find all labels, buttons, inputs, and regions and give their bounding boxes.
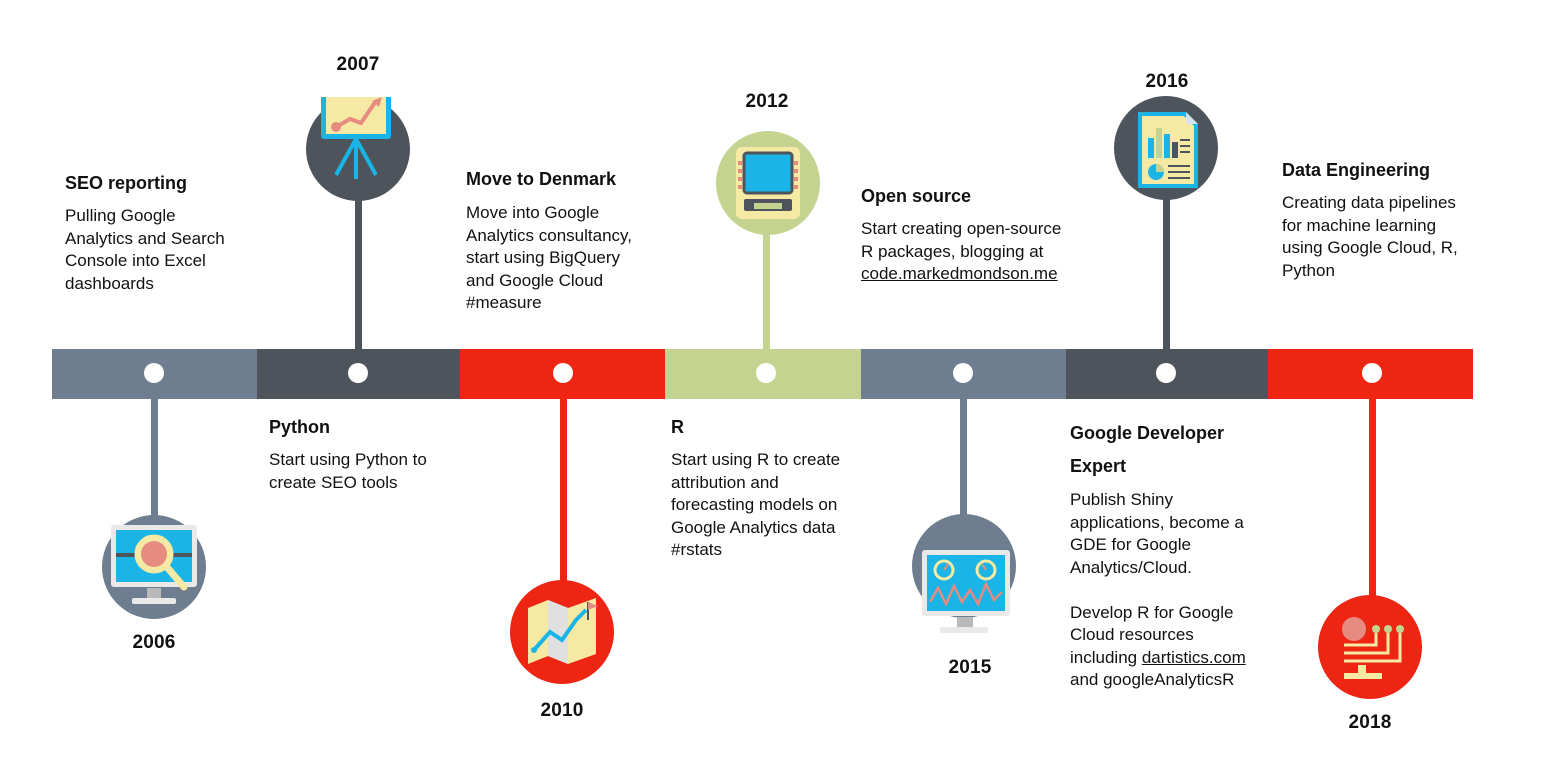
timeline-node-2016 (1156, 363, 1176, 383)
dashboard-monitor-icon (912, 514, 1016, 618)
timeline-node-2010 (553, 363, 573, 383)
year-label-2015: 2015 (948, 657, 992, 678)
year-label-2006: 2006 (132, 632, 176, 653)
milestone-desc-2007: Start using Python to create SEO tools (269, 450, 427, 492)
milestone-desc-2018: Creating data pipelines for machine lear… (1282, 193, 1458, 280)
year-label-2007: 2007 (336, 54, 380, 75)
timeline-node-2007 (348, 363, 368, 383)
year-label-2012: 2012 (745, 91, 789, 112)
milestone-desc-text: Start creating open-source R packages, b… (861, 219, 1062, 261)
milestone-title-2010: Move to Denmark (466, 169, 617, 189)
monitor-magnifier-icon (102, 515, 206, 619)
milestone-title-2007: Python (269, 417, 330, 437)
milestone-desc-text: and googleAnalyticsR (1070, 670, 1235, 689)
milestone-desc-text: Publish Shiny applications, become a GDE… (1070, 490, 1244, 667)
milestone-title-2018: Data Engineering (1282, 160, 1431, 180)
blog-link[interactable]: code.markedmondson.me (861, 264, 1058, 283)
connector-2006 (151, 398, 158, 518)
timeline-node-2012 (756, 363, 776, 383)
connector-2015 (960, 398, 967, 518)
milestone-desc-2012: Start using R to create attribution and … (671, 450, 841, 559)
year-label-2016: 2016 (1145, 71, 1189, 92)
connector-2007 (355, 190, 362, 350)
report-document-icon (1114, 96, 1218, 200)
connector-2010 (560, 398, 567, 584)
dartistics-link[interactable]: dartistics.com (1141, 647, 1246, 667)
milestone-desc-2010: Move into Google Analytics consultancy, … (466, 203, 632, 312)
year-label-2018: 2018 (1348, 712, 1392, 733)
monitor-stand (957, 617, 973, 627)
year-label-2010: 2010 (540, 700, 584, 721)
connector-2016 (1163, 195, 1170, 350)
connector-2012 (763, 228, 770, 350)
milestone-title-2012: R (671, 417, 684, 437)
milestone-title-2015: Open source (861, 186, 972, 206)
milestone-desc-2016: Publish Shiny applications, become a GDE… (1070, 489, 1246, 692)
atm-icon (716, 131, 820, 235)
milestone-desc-2006: Pulling Google Analytics and Search Cons… (65, 206, 225, 293)
presentation-chart-icon (306, 97, 410, 201)
milestone-title-2016: Google Developer Expert (1070, 423, 1225, 476)
timeline-node-2006 (144, 363, 164, 383)
milestone-desc-2015: Start creating open-source R packages, b… (861, 218, 1061, 286)
timeline-node-2015 (953, 363, 973, 383)
data-pipeline-icon (1318, 595, 1422, 699)
milestone-title-2006: SEO reporting (65, 173, 188, 193)
map-icon (510, 580, 614, 684)
connector-2018 (1369, 398, 1376, 598)
monitor-base (940, 627, 988, 633)
timeline-node-2018 (1362, 363, 1382, 383)
